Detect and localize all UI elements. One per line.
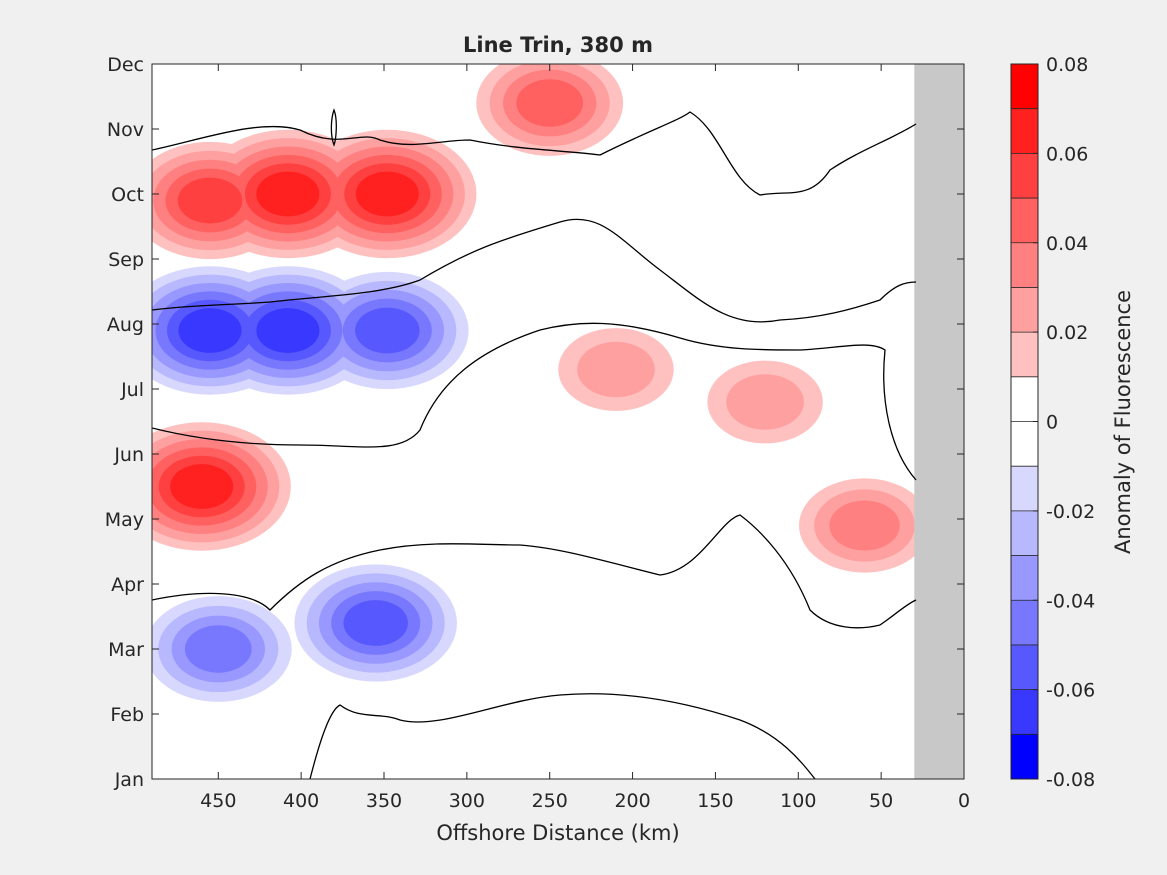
colorbar-tick-label: 0.06: [1046, 143, 1088, 165]
negative-anomaly-contour: [178, 308, 242, 353]
x-tick-label: 50: [869, 790, 893, 812]
y-tick-label: Sep: [108, 249, 144, 271]
negative-anomaly-contour: [343, 600, 408, 646]
colorbar-level: [1011, 198, 1038, 244]
x-tick-label: 350: [366, 790, 402, 812]
colorbar-tick-label: -0.08: [1046, 769, 1095, 791]
zero-contour-dec-loop: [330, 108, 337, 147]
colorbar-level: [1011, 555, 1038, 601]
zero-contours: [152, 108, 917, 779]
positive-anomaly-contour: [516, 79, 584, 127]
colorbar-tick-label: 0.02: [1046, 322, 1088, 344]
y-tick-label: Dec: [107, 54, 144, 76]
colorbar-level: [1011, 153, 1038, 199]
zero-contour-jan-feb: [309, 693, 816, 779]
colorbar: 0.08 0.06 0.04 0.02 0 -0.02 -0.04 -0.06 -0.08 An…: [1010, 54, 1135, 791]
y-tick-label: Mar: [108, 639, 144, 661]
colorbar-tick-label: 0.04: [1046, 233, 1088, 255]
y-tick-label: Jun: [113, 444, 144, 466]
colorbar-level: [1011, 689, 1038, 735]
x-tick-label: 400: [283, 790, 319, 812]
negative-anomaly-contour: [184, 625, 252, 673]
y-tick-label: Feb: [110, 704, 144, 726]
positive-anomaly-contour: [355, 171, 419, 217]
colorbar-level: [1011, 644, 1038, 691]
zero-contour-jul: [152, 322, 917, 481]
positive-anomaly-contour: [726, 374, 805, 430]
contour-field: [152, 64, 931, 702]
y-tick-label: Apr: [111, 574, 144, 596]
x-tick-label: 150: [697, 790, 733, 812]
negative-anomaly-contour: [256, 308, 320, 353]
colorbar-level: [1011, 510, 1038, 557]
colorbar-tick-label: 0.08: [1046, 54, 1088, 76]
x-axis: 450 400 350 300 250 200 150 100 50 0: [200, 64, 970, 812]
axes-box: [151, 63, 965, 780]
colorbar-level: [1011, 108, 1038, 154]
y-tick-label: Oct: [111, 184, 144, 206]
colorbar-level: [1011, 332, 1038, 378]
y-tick-label: Jul: [120, 379, 144, 401]
zero-contour-apr-may: [152, 514, 917, 629]
colorbar-label: Anomaly of Fluorescence: [1111, 290, 1135, 554]
y-tick-label: May: [105, 509, 144, 531]
colorbar-level: [1011, 64, 1038, 110]
x-tick-label: 100: [780, 790, 816, 812]
x-tick-label: 0: [958, 790, 970, 812]
colorbar-level: [1011, 242, 1038, 288]
negative-anomaly-contour: [355, 307, 420, 354]
no-data-region: [914, 64, 964, 779]
zero-contour-sep-oct: [152, 218, 917, 323]
y-tick-label: Jan: [114, 769, 144, 791]
colorbar-level: [1011, 600, 1038, 646]
positive-anomaly-contour: [256, 171, 320, 217]
y-tick-label: Aug: [107, 314, 144, 336]
colorbar-level: [1011, 287, 1038, 333]
positive-anomaly-contour: [577, 341, 655, 398]
colorbar-tick-label: 0: [1046, 412, 1058, 434]
colorbar-level: [1011, 734, 1038, 780]
y-tick-label: Nov: [107, 119, 144, 141]
plot-area: [151, 63, 965, 780]
x-tick-label: 300: [449, 790, 485, 812]
y-axis: Jan Feb Mar Apr May Jun Jul Aug Sep Oct Nov Dec: [105, 54, 964, 791]
colorbar-level: [1011, 376, 1038, 422]
positive-anomaly-contour: [170, 464, 234, 509]
colorbar-level: [1011, 421, 1038, 467]
colorbar-tick-label: -0.04: [1046, 590, 1095, 612]
x-tick-label: 250: [532, 790, 568, 812]
colorbar-level: [1011, 466, 1038, 512]
positive-anomaly-contour: [829, 500, 900, 551]
x-tick-label: 450: [200, 790, 236, 812]
x-tick-label: 200: [614, 790, 650, 812]
chart-title: Line Trin, 380 m: [463, 33, 653, 57]
colorbar-tick-label: -0.06: [1046, 680, 1095, 702]
colorbar-tick-label: -0.02: [1046, 501, 1095, 523]
positive-anomaly-contour: [177, 177, 243, 224]
zero-contour-upper: [152, 111, 917, 196]
x-axis-label: Offshore Distance (km): [436, 821, 679, 845]
